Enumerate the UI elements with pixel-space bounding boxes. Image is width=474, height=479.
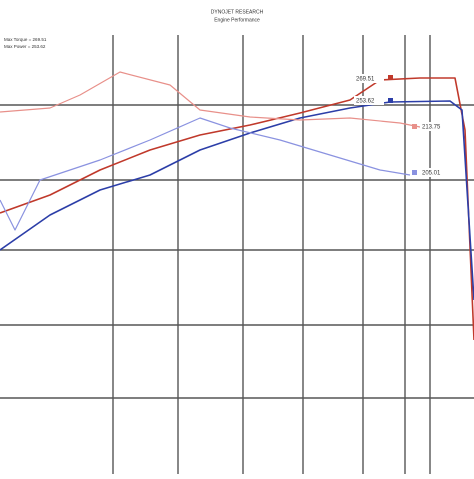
marker [412,124,417,129]
annotation: 269.51 [356,77,375,83]
label-box [354,74,384,83]
marker [412,170,417,175]
annotation: 213.75 [422,125,441,131]
series-line [0,77,474,341]
label-box [420,122,450,131]
chart-title: DYNOJET RESEARCH [211,9,264,15]
annotation: 253.62 [356,99,375,105]
grid [0,35,474,474]
series-line [0,117,411,231]
marker [388,75,393,80]
series-line [0,100,474,301]
label-box [420,168,450,177]
chart-subtitle: Engine Performance [214,17,260,23]
note: Max Power = 253.62 [4,44,46,49]
series-line [0,71,441,129]
annotations: 269.51 253.62 213.75 205.01 [354,74,450,177]
marker [388,98,393,103]
note: Max Torque = 269.51 [4,37,47,42]
annotation: 205.01 [422,171,441,177]
label-box [354,96,384,105]
lines [0,71,474,341]
